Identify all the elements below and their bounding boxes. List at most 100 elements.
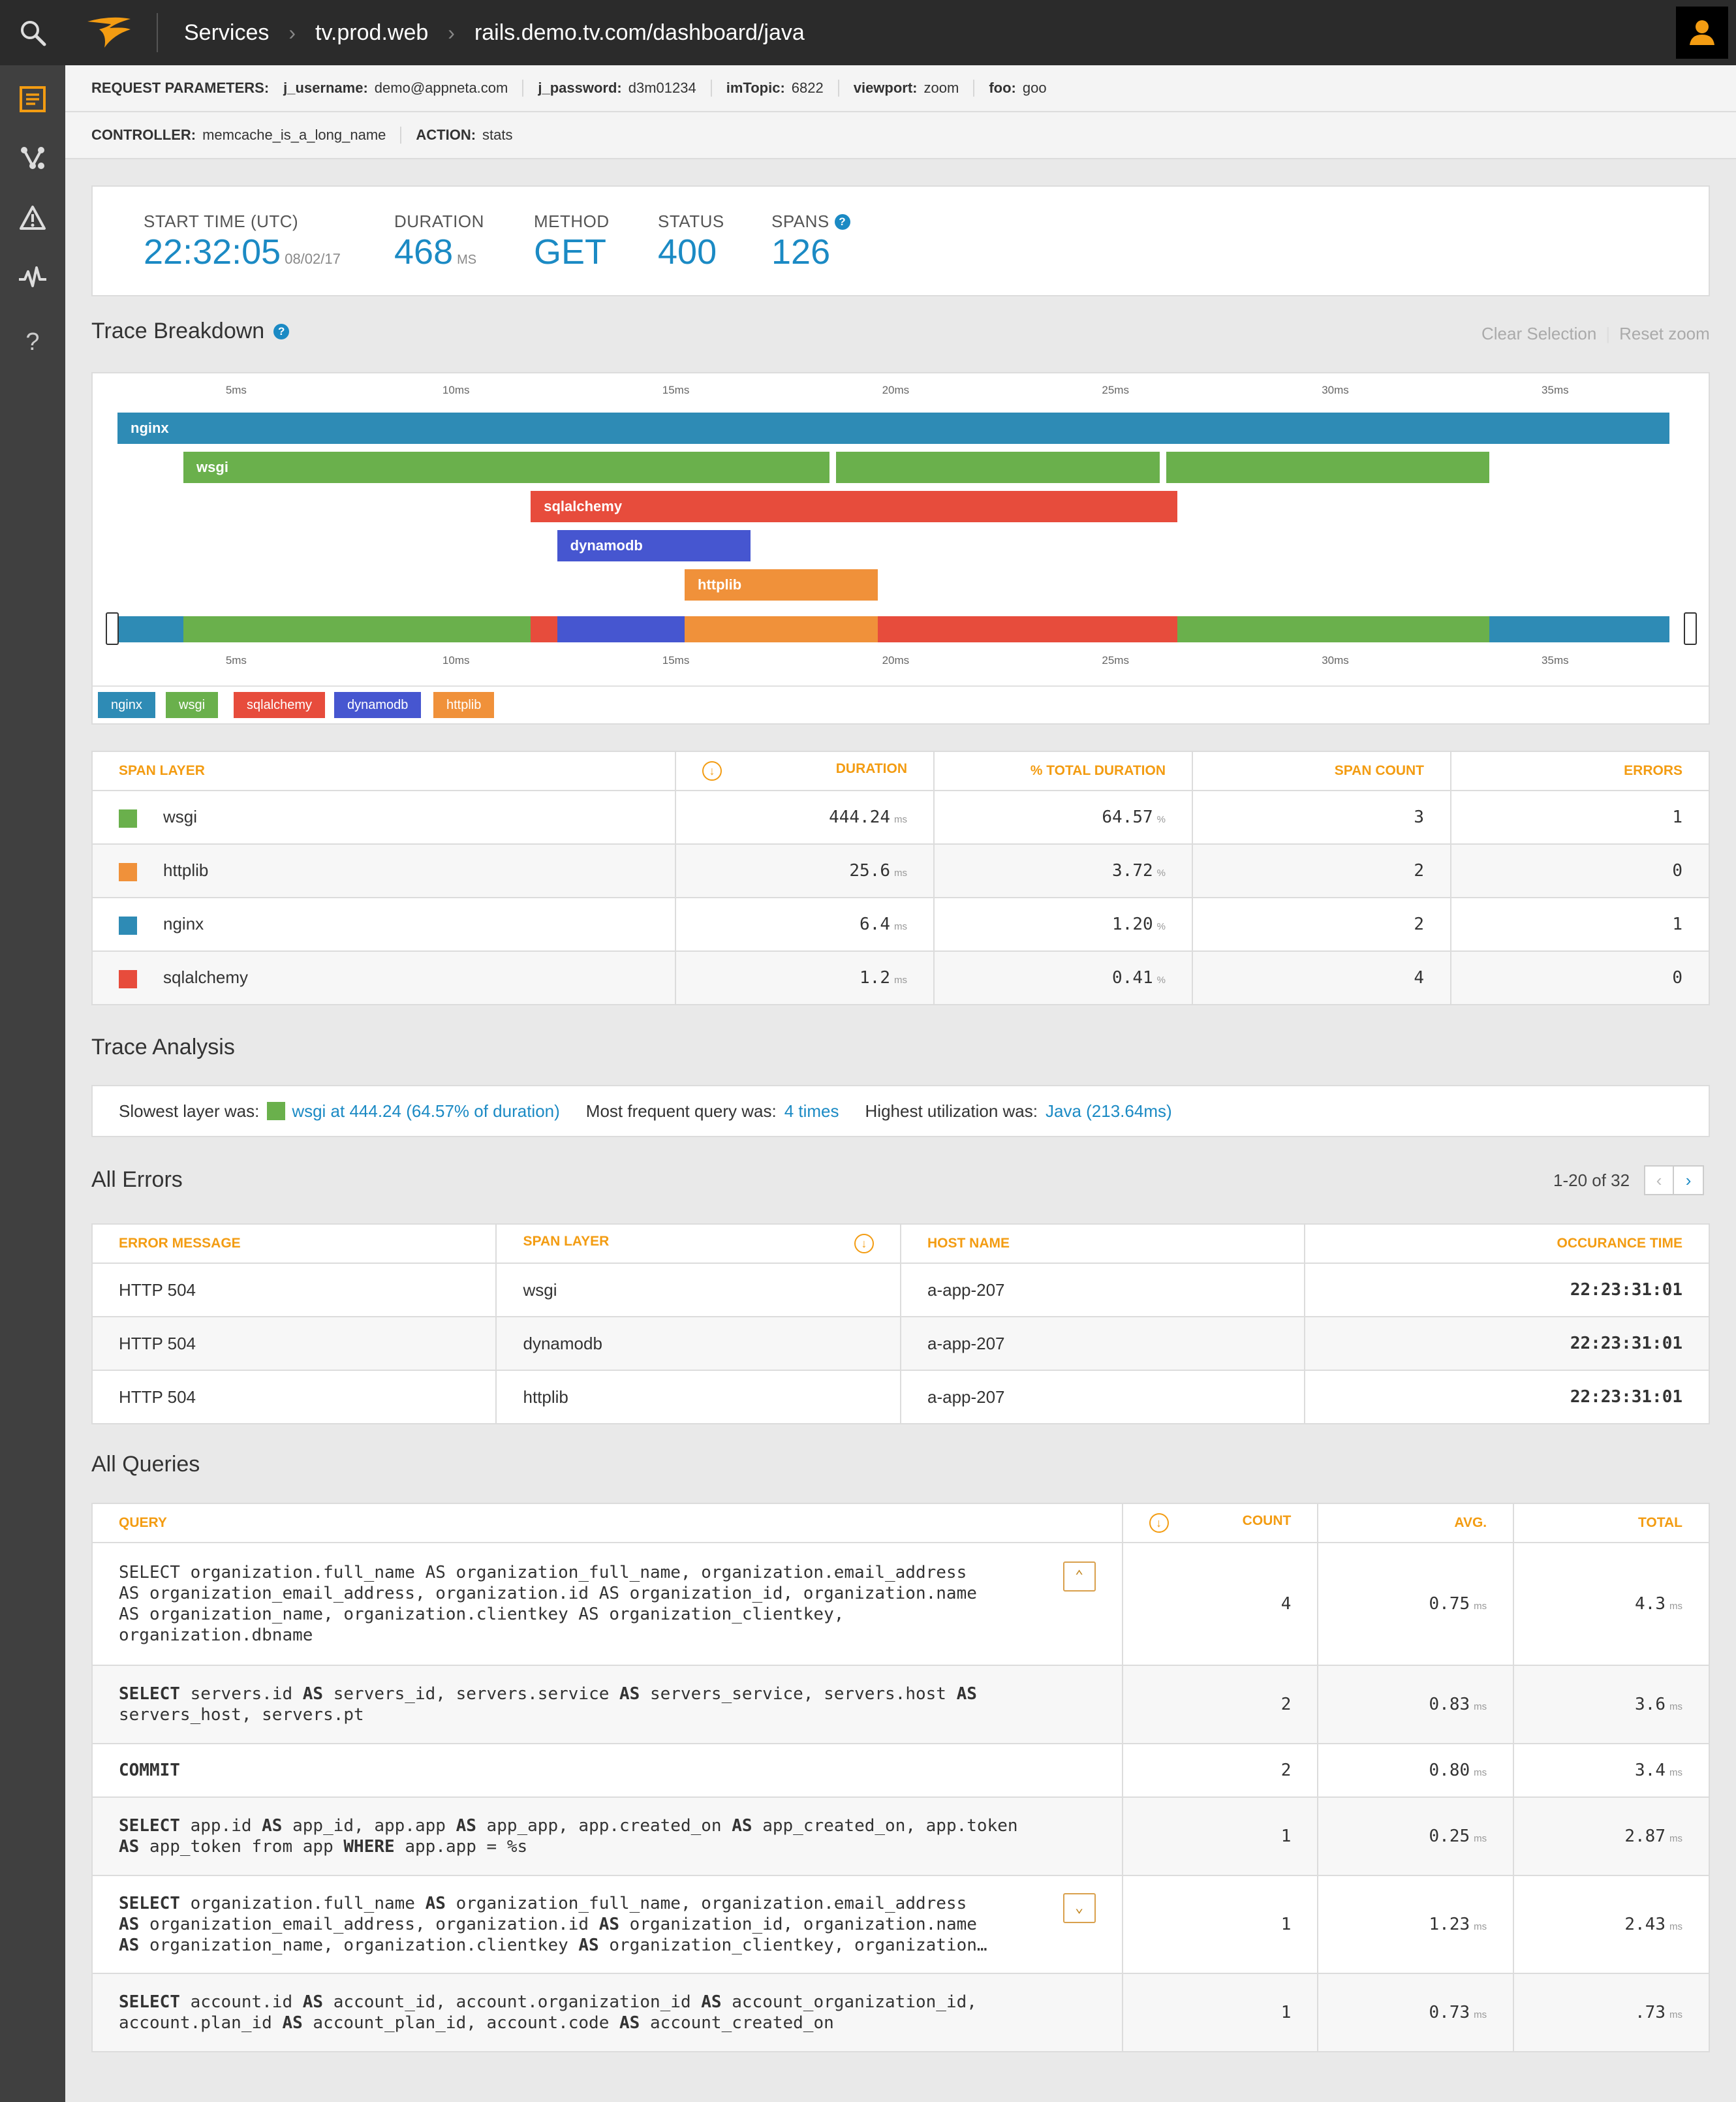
span-bar-sqlalchemy[interactable]: sqlalchemy: [531, 491, 1177, 522]
chevron-down-icon[interactable]: ⌄: [1062, 1893, 1096, 1923]
frequent-query-link[interactable]: 4 times: [784, 1101, 839, 1121]
column-header[interactable]: QUERY: [92, 1503, 1123, 1543]
legend-nginx[interactable]: nginx: [98, 692, 155, 718]
table-row[interactable]: wsgi 444.24 ms 64.57% 3 1: [92, 790, 1709, 844]
query-total: 4.3: [1635, 1594, 1666, 1614]
chevron-right-icon: ›: [448, 20, 455, 44]
pct-value: 0.41: [1112, 968, 1153, 988]
chevron-right-icon[interactable]: ›: [1674, 1165, 1705, 1195]
column-header[interactable]: HOST NAME: [899, 1224, 1305, 1264]
help-circle-icon[interactable]: ?: [834, 213, 850, 230]
span-bar-wsgi[interactable]: [836, 452, 1160, 483]
column-header[interactable]: TOTAL: [1513, 1503, 1709, 1543]
table-row[interactable]: HTTP 504 wsgi a-app-207 22:23:31:01: [92, 1263, 1709, 1317]
query-count: 1: [1121, 1973, 1318, 2052]
utilization-link[interactable]: Java (213.64ms): [1046, 1101, 1172, 1121]
column-header[interactable]: OCCURANCE TIME: [1304, 1224, 1709, 1264]
solarwinds-logo-icon[interactable]: [85, 0, 150, 65]
zoom-controls: Clear Selection | Reset zoom: [1481, 324, 1710, 343]
table-row[interactable]: HTTP 504 dynamodb a-app-207 22:23:31:01: [92, 1316, 1709, 1370]
error-time: 22:23:31:01: [1304, 1370, 1709, 1424]
column-header[interactable]: ↓ COUNT: [1121, 1503, 1318, 1543]
table-row[interactable]: SELECT servers.id AS servers_id, servers…: [92, 1665, 1709, 1744]
chevron-left-icon[interactable]: ‹: [1644, 1165, 1675, 1195]
span-count-value: 4: [1192, 950, 1451, 1005]
layer-name: wsgi: [163, 807, 198, 827]
sort-down-icon[interactable]: ↓: [854, 1234, 874, 1253]
trace-analysis-card: Slowest layer was: wsgi at 444.24 (64.57…: [91, 1085, 1710, 1137]
table-row[interactable]: SELECT account.id AS account_id, account…: [92, 1973, 1709, 2052]
method-stat: METHOD GET: [534, 212, 610, 272]
table-row[interactable]: SELECT organization.full_name AS organiz…: [92, 1875, 1709, 1973]
breadcrumb-service[interactable]: tv.prod.web: [315, 20, 429, 45]
search-icon[interactable]: [0, 0, 65, 65]
duration-stat: DURATION 468 MS: [394, 212, 484, 272]
pagination: 1-20 of 32 ‹ ›: [1553, 1165, 1705, 1195]
slowest-layer-link[interactable]: wsgi at 444.24 (64.57% of duration): [292, 1101, 560, 1121]
query-avg: 0.80: [1429, 1761, 1470, 1780]
legend-wsgi[interactable]: wsgi: [166, 692, 219, 718]
avatar[interactable]: [1676, 7, 1728, 59]
query-avg: 0.83: [1429, 1695, 1470, 1714]
param-item: j_username: demo@appneta.com: [283, 80, 524, 97]
chevron-up-icon[interactable]: ⌃: [1062, 1561, 1096, 1592]
graph-icon[interactable]: [13, 138, 52, 178]
legend-httplib[interactable]: httplib: [433, 692, 495, 718]
duration-value: 444.24: [829, 808, 890, 827]
clear-selection-link[interactable]: Clear Selection: [1481, 324, 1597, 343]
span-count-value: 3: [1192, 790, 1451, 844]
tick-label: 20ms: [882, 654, 910, 667]
trace-analysis-title: Trace Analysis: [91, 1035, 235, 1059]
column-header[interactable]: AVG.: [1317, 1503, 1514, 1543]
query-line: SELECT organization.full_name AS organiz…: [119, 1894, 967, 1913]
query-avg: 0.73: [1429, 2003, 1470, 2022]
chevron-right-icon: ›: [288, 20, 296, 44]
column-header[interactable]: SPAN LAYER: [92, 751, 675, 791]
table-row[interactable]: SELECT app.id AS app_id, app.app AS app_…: [92, 1796, 1709, 1875]
query-line: AS organization_email_address, organizat…: [119, 1915, 977, 1934]
wsgi-swatch: [267, 1102, 286, 1120]
column-header[interactable]: % TOTAL DURATION: [933, 751, 1192, 791]
param-item: viewport: zoom: [854, 80, 975, 97]
table-row[interactable]: nginx 6.4 ms 1.20% 2 1: [92, 897, 1709, 951]
span-bar-dynamodb[interactable]: dynamodb: [557, 530, 751, 561]
range-handle-left[interactable]: [106, 612, 119, 645]
range-handle-right[interactable]: [1684, 612, 1697, 645]
breadcrumb-endpoint[interactable]: rails.demo.tv.com/dashboard/java: [474, 20, 805, 45]
column-header[interactable]: ERRORS: [1450, 751, 1709, 791]
tick-label: 25ms: [1102, 384, 1129, 396]
legend-sqlalchemy[interactable]: sqlalchemy: [234, 692, 326, 718]
table-row[interactable]: sqlalchemy 1.2 ms 0.41% 4 0: [92, 950, 1709, 1005]
query-text: SELECT organization.full_name AS organiz…: [92, 1875, 1123, 1973]
column-header[interactable]: SPAN COUNT: [1192, 751, 1451, 791]
controller-item: CONTROLLER: memcache_is_a_long_name: [91, 127, 402, 144]
span-bar-wsgi[interactable]: wsgi: [183, 452, 830, 483]
table-row[interactable]: COMMIT 2 0.80 ms 3.4 ms: [92, 1743, 1709, 1797]
column-header[interactable]: ↓ DURATION: [675, 751, 934, 791]
column-header[interactable]: SPAN LAYER ↓: [495, 1224, 901, 1264]
span-bar-httplib[interactable]: httplib: [685, 569, 878, 601]
query-total: 3.6: [1635, 1695, 1666, 1714]
warning-icon[interactable]: [13, 198, 52, 238]
list-icon[interactable]: [13, 80, 52, 119]
layer-swatch: [119, 969, 137, 988]
span-bar-wsgi[interactable]: [1166, 452, 1489, 483]
breadcrumb-services[interactable]: Services: [184, 20, 270, 45]
column-header[interactable]: ERROR MESSAGE: [92, 1224, 497, 1264]
duration-value: 1.2: [860, 968, 890, 988]
help-circle-icon[interactable]: ?: [273, 323, 290, 339]
sort-down-icon[interactable]: ↓: [1149, 1513, 1169, 1533]
table-row[interactable]: SELECT organization.full_name AS organiz…: [92, 1542, 1709, 1665]
table-row[interactable]: HTTP 504 httplib a-app-207 22:23:31:01: [92, 1370, 1709, 1424]
all-errors-title: All Errors: [91, 1167, 183, 1192]
span-bar-nginx[interactable]: nginx: [117, 413, 1669, 444]
reset-zoom-link[interactable]: Reset zoom: [1619, 324, 1710, 343]
pulse-icon[interactable]: [13, 257, 52, 296]
table-row[interactable]: httplib 25.6 ms 3.72% 2 0: [92, 843, 1709, 898]
help-icon[interactable]: ?: [25, 328, 40, 356]
sort-down-icon[interactable]: ↓: [702, 761, 722, 781]
query-line: account.plan_id AS account_plan_id, acco…: [119, 2013, 834, 2033]
query-count: 2: [1121, 1743, 1318, 1797]
query-line: AS app_token from app WHERE app.app = %s: [119, 1837, 528, 1857]
legend-dynamodb[interactable]: dynamodb: [334, 692, 422, 718]
